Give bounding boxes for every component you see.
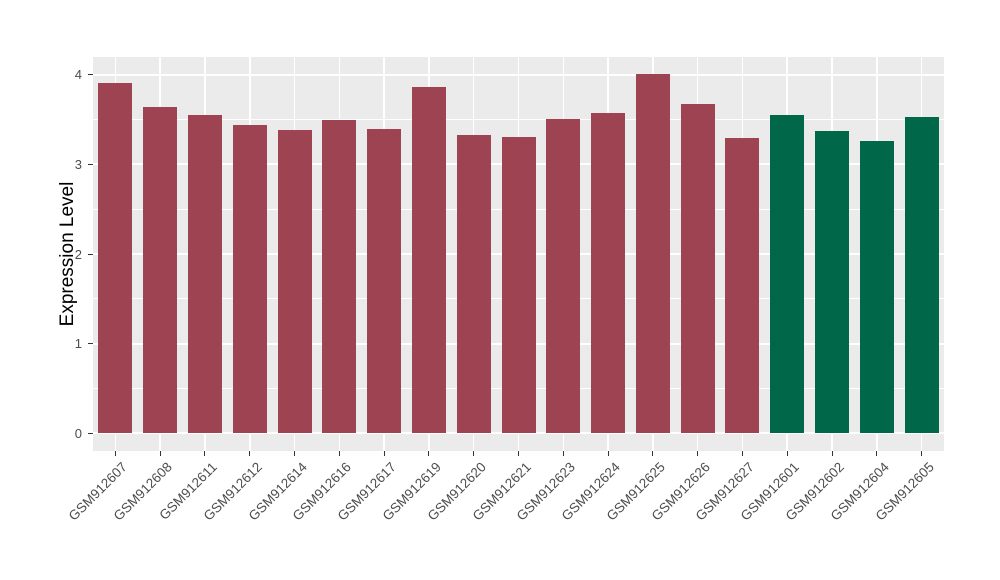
bar [635,74,670,434]
bar [322,119,357,434]
bar [232,125,267,434]
x-tick-mark [518,451,519,456]
bar [859,141,894,434]
bar [411,87,446,434]
bar [815,131,850,434]
bar [98,82,133,434]
x-tick-mark [876,451,878,456]
x-tick-mark [383,451,385,456]
x-tick-mark [294,451,296,456]
bar [591,112,626,434]
x-tick-mark [159,451,161,456]
x-tick-mark [114,451,116,456]
x-tick-mark [921,451,923,456]
x-tick-mark [741,451,743,456]
y-tick-mark [88,343,93,345]
x-tick-mark [652,451,654,456]
x-tick-mark [249,451,251,456]
x-tick-mark [607,451,609,456]
y-tick-label: 0 [74,425,82,441]
bar [546,118,581,434]
bar [770,115,805,434]
x-tick-mark [786,451,788,456]
bar [725,138,760,434]
x-tick-mark [204,451,206,456]
bar [456,134,491,434]
bar [143,107,178,434]
y-tick-mark [88,74,93,76]
bar [680,104,715,434]
y-tick-mark [88,432,93,434]
bar [277,129,312,434]
y-tick-label: 3 [74,156,82,172]
x-tick-mark [428,451,430,456]
bar [904,116,939,434]
x-tick-mark [831,451,833,456]
y-tick-label: 2 [74,246,82,262]
plot-panel [93,57,944,451]
bar [187,115,222,434]
y-tick-label: 4 [74,67,82,83]
y-tick-mark [88,163,93,165]
x-tick-mark [338,451,340,456]
x-tick-mark [562,451,564,456]
bar [367,128,402,434]
bar [501,136,536,434]
y-tick-mark [88,253,93,255]
x-tick-mark [473,451,475,456]
y-tick-label: 1 [74,336,82,352]
x-tick-mark [697,451,699,456]
